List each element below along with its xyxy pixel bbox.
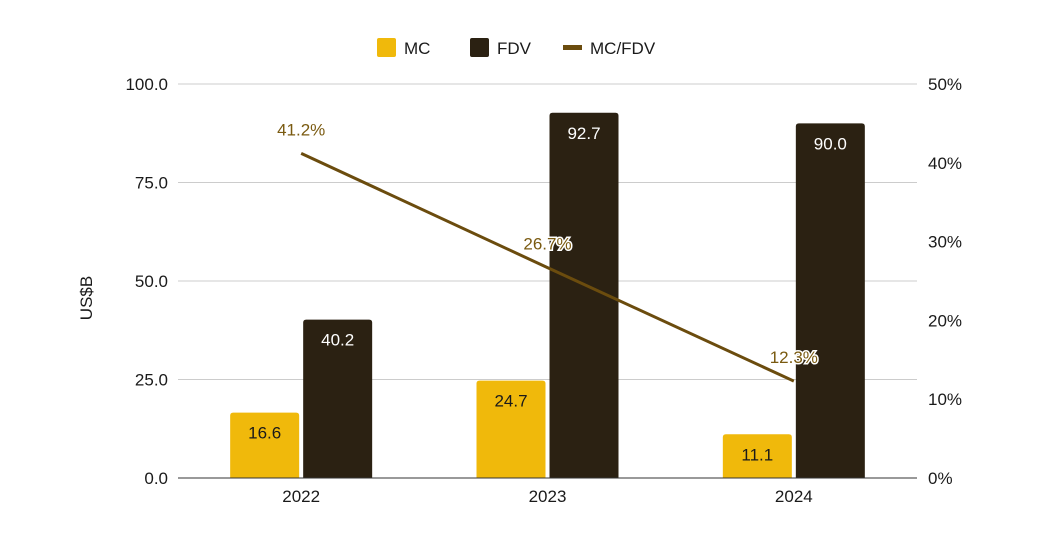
- ratio-line: 41.2% 26.7% 12.3%: [276, 119, 819, 383]
- bar-fdv: [303, 319, 373, 478]
- y-tick-label: 100.0: [125, 75, 168, 94]
- ratio-value-label: 12.3%: [770, 348, 818, 367]
- axes: 0.0 25.0 50.0 75.0 100.0 0% 10% 20% 30% 40% 50% 202…: [125, 75, 962, 506]
- legend-label: MC/FDV: [590, 39, 656, 58]
- ratio-value-label: 26.7%: [523, 235, 571, 254]
- bar-mc: [722, 434, 792, 478]
- bar-value-label: 90.0: [814, 134, 847, 153]
- bar-value-label: 40.2: [321, 331, 354, 350]
- y-tick-label: 0.0: [144, 469, 168, 488]
- ratio-value-label: 41.2%: [277, 120, 325, 139]
- y-tick-label: 25.0: [135, 371, 168, 390]
- bar-mc: [230, 412, 300, 478]
- y-axis-label: US$B: [77, 276, 96, 320]
- bar-value-label: 16.6: [248, 424, 281, 443]
- ratio-line-path: [300, 151, 795, 383]
- y2-tick-label: 20%: [928, 311, 962, 330]
- x-tick-label: 2022: [282, 487, 320, 506]
- legend: MC FDV MC/FDV: [377, 38, 656, 58]
- x-tick-label: 2024: [775, 487, 813, 506]
- y2-tick-label: 50%: [928, 75, 962, 94]
- legend-swatch: [377, 38, 396, 57]
- y-tick-label: 50.0: [135, 272, 168, 291]
- y2-tick-label: 10%: [928, 390, 962, 409]
- bar-mc: [476, 380, 546, 478]
- x-tick-label: 2023: [529, 487, 567, 506]
- bar-value-label: 92.7: [567, 124, 600, 143]
- y2-tick-label: 0%: [928, 469, 953, 488]
- bar-value-label: 11.1: [741, 445, 773, 464]
- legend-item-mc: MC: [377, 38, 430, 58]
- y2-tick-label: 30%: [928, 233, 962, 252]
- y-tick-label: 75.0: [135, 174, 168, 193]
- y2-tick-label: 40%: [928, 154, 962, 173]
- legend-label: MC: [404, 39, 430, 58]
- legend-swatch: [470, 38, 489, 57]
- legend-item-mc-fdv: MC/FDV: [563, 39, 656, 58]
- legend-label: FDV: [497, 39, 532, 58]
- legend-item-fdv: FDV: [470, 38, 532, 58]
- bar-fdv: [549, 112, 619, 479]
- bars: 16.6 40.2 24.7 92.7 11.1 90.0: [230, 112, 865, 479]
- bar-value-label: 24.7: [494, 392, 527, 411]
- legend-swatch: [563, 45, 582, 50]
- bar-fdv: [795, 123, 865, 479]
